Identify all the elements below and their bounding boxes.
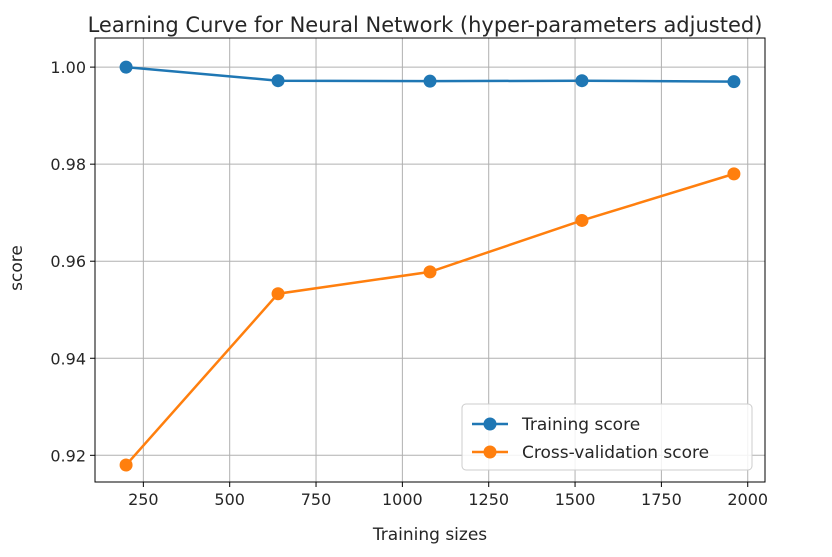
data-point: [119, 60, 133, 74]
y-axis-ticks: 0.92 0.94 0.96 0.98 1.00: [50, 58, 95, 465]
data-point: [727, 167, 741, 181]
x-tick-label: 500: [214, 490, 245, 509]
data-point: [271, 287, 285, 301]
x-tick-label: 1250: [468, 490, 509, 509]
y-axis-label: score: [7, 245, 27, 291]
x-tick-label: 2000: [727, 490, 768, 509]
legend-marker: [483, 445, 497, 459]
y-tick-label: 0.96: [50, 252, 86, 271]
x-tick-label: 1750: [641, 490, 682, 509]
legend-label: Training score: [521, 415, 640, 435]
data-point: [575, 74, 589, 88]
y-tick-label: 0.98: [50, 155, 86, 174]
chart-title: Learning Curve for Neural Network (hyper…: [88, 13, 763, 37]
legend-box: [461, 403, 753, 471]
legend-label: Cross-validation score: [522, 443, 709, 463]
legend-marker: [483, 417, 497, 431]
legend: Training score Cross-validation score: [461, 403, 753, 471]
y-tick-label: 1.00: [50, 58, 86, 77]
data-point: [727, 75, 741, 89]
x-tick-label: 1500: [555, 490, 596, 509]
data-point: [423, 265, 437, 279]
data-point: [119, 458, 133, 472]
x-axis-label: Training sizes: [372, 525, 487, 545]
data-point: [575, 213, 589, 227]
data-point: [423, 74, 437, 88]
x-tick-label: 1000: [382, 490, 423, 509]
x-tick-label: 750: [301, 490, 332, 509]
grid-lines: [95, 38, 765, 482]
y-tick-label: 0.94: [50, 349, 86, 368]
series-layer: [119, 60, 741, 472]
y-tick-label: 0.92: [50, 446, 86, 465]
plot-area-frame: [94, 37, 766, 483]
data-point: [271, 74, 285, 88]
x-axis-ticks: 250 500 750 1000 1250 1500 1750 2000: [128, 482, 768, 509]
x-tick-label: 250: [128, 490, 159, 509]
